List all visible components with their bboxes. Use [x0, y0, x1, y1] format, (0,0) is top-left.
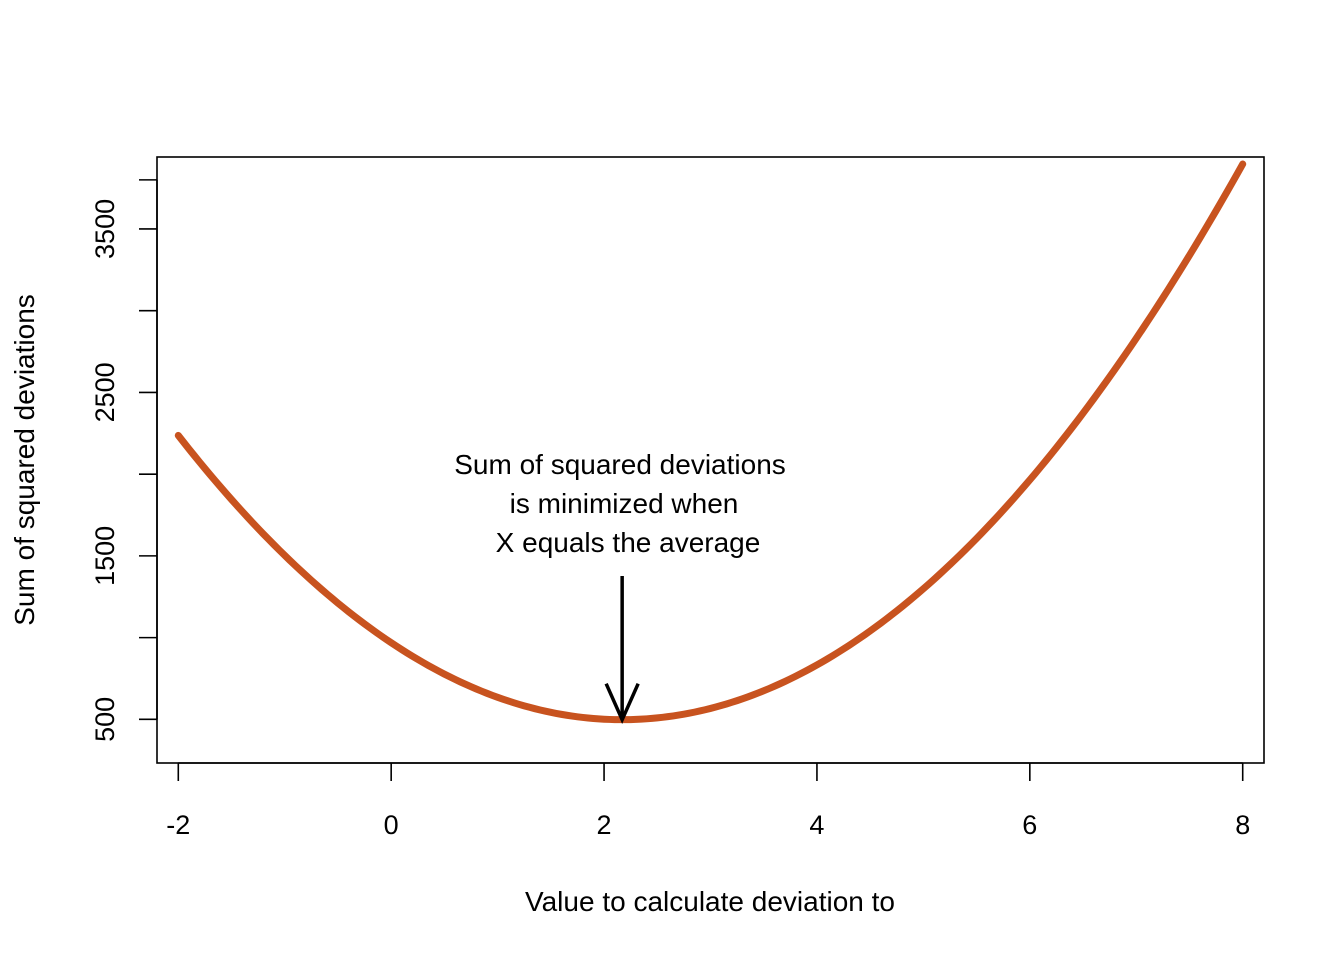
annotation-line-2: is minimized when — [510, 488, 739, 519]
x-tick-label: 2 — [597, 810, 612, 840]
y-tick-label: 3500 — [90, 199, 120, 259]
y-axis-title: Sum of squared deviations — [9, 294, 40, 626]
y-tick-label: 500 — [90, 697, 120, 742]
x-tick-label: 8 — [1235, 810, 1250, 840]
x-axis: -2 0 2 4 6 8 — [166, 762, 1250, 840]
x-axis-title: Value to calculate deviation to — [525, 886, 895, 917]
annotation-line-3: X equals the average — [496, 527, 761, 558]
annotation: Sum of squared deviations is minimized w… — [454, 449, 786, 724]
x-tick-label: 0 — [384, 810, 399, 840]
x-tick-label: 6 — [1022, 810, 1037, 840]
y-tick-label: 2500 — [90, 362, 120, 422]
x-tick-label: 4 — [809, 810, 824, 840]
annotation-arrow-head — [604, 682, 640, 724]
annotation-line-1: Sum of squared deviations — [454, 449, 786, 480]
series-line — [174, 160, 1247, 724]
y-tick-label: 1500 — [90, 526, 120, 586]
x-tick-label: -2 — [166, 810, 190, 840]
y-axis: 500 1500 2500 3500 — [90, 179, 158, 742]
